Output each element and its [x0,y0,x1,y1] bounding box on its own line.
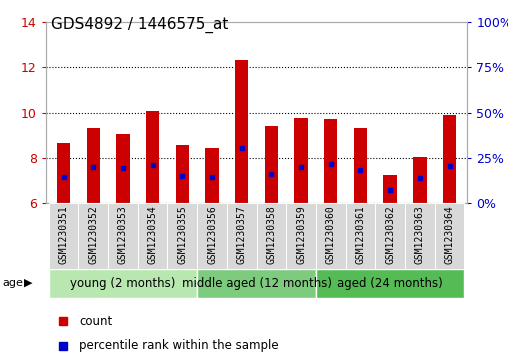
Text: GSM1230352: GSM1230352 [88,205,98,264]
Bar [146,111,160,203]
Bar [405,203,435,269]
Bar [316,203,345,269]
Bar [197,269,316,298]
Text: count: count [79,314,113,327]
Text: GSM1230360: GSM1230360 [326,205,336,264]
Bar [49,203,78,269]
Bar [257,203,286,269]
Text: GSM1230356: GSM1230356 [207,205,217,264]
Bar [138,203,168,269]
Text: GDS4892 / 1446575_at: GDS4892 / 1446575_at [51,16,228,33]
Text: GSM1230364: GSM1230364 [444,205,455,264]
Bar [168,203,197,269]
Text: aged (24 months): aged (24 months) [337,277,443,290]
Text: GSM1230353: GSM1230353 [118,205,128,264]
Text: GSM1230358: GSM1230358 [266,205,276,264]
Bar [49,269,197,298]
Bar [78,203,108,269]
Bar [413,157,427,203]
Bar [443,115,456,203]
Text: age: age [3,278,23,288]
Text: GSM1230363: GSM1230363 [415,205,425,264]
Bar [324,119,337,203]
Text: young (2 months): young (2 months) [70,277,176,290]
Bar [227,203,257,269]
Text: percentile rank within the sample: percentile rank within the sample [79,339,279,352]
Text: GSM1230355: GSM1230355 [177,205,187,264]
Bar [86,129,100,203]
Bar [108,203,138,269]
Text: ▶: ▶ [24,278,33,288]
Bar [345,203,375,269]
Bar [176,146,189,203]
Bar [316,269,464,298]
Bar [235,60,248,203]
Bar [375,203,405,269]
Text: GSM1230361: GSM1230361 [356,205,365,264]
Bar [57,143,70,203]
Text: GSM1230362: GSM1230362 [385,205,395,264]
Bar [286,203,316,269]
Bar [265,126,278,203]
Text: GSM1230357: GSM1230357 [237,205,247,264]
Bar [205,148,218,203]
Bar [116,134,130,203]
Bar [295,118,308,203]
Bar [197,203,227,269]
Bar [435,203,464,269]
Bar [354,129,367,203]
Bar [384,175,397,203]
Text: GSM1230354: GSM1230354 [148,205,157,264]
Text: GSM1230351: GSM1230351 [58,205,69,264]
Text: GSM1230359: GSM1230359 [296,205,306,264]
Text: middle aged (12 months): middle aged (12 months) [181,277,332,290]
